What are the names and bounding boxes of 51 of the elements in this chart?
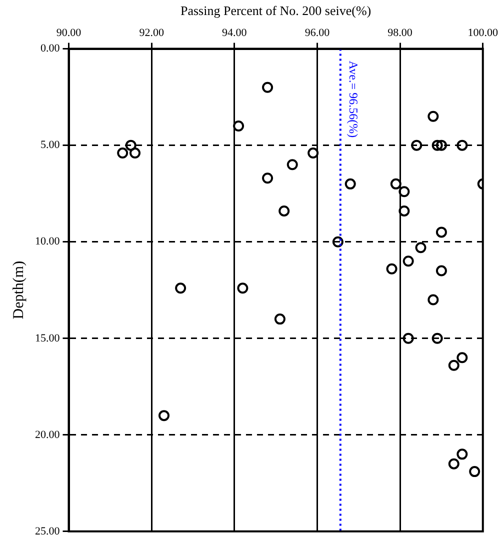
point [117, 148, 128, 159]
point [274, 314, 286, 325]
point [436, 226, 447, 238]
y-axis-title: Depth(m) [10, 260, 27, 320]
point [456, 352, 468, 364]
point [286, 159, 298, 170]
point [390, 178, 402, 190]
ref-line-label: Ave.= 96.56(%) [346, 60, 360, 138]
point [233, 120, 244, 132]
point [436, 265, 447, 276]
point [415, 242, 426, 254]
point [448, 360, 460, 371]
y-tick-label: 15.00 [35, 332, 60, 344]
x-tick-label: 92.00 [139, 27, 164, 40]
point [428, 294, 439, 306]
point [332, 236, 344, 248]
point [344, 178, 356, 190]
point [278, 205, 290, 216]
y-tick-label: 5.00 [40, 139, 60, 152]
point [432, 332, 443, 344]
point [428, 110, 439, 122]
x-tick-label: 96.00 [304, 27, 330, 40]
point [411, 140, 422, 151]
y-tick-label: 20.00 [35, 428, 60, 441]
point [237, 282, 248, 294]
x-tick-label: 98.00 [388, 27, 413, 40]
x-axis-title: Passing Percent of No. 200 seive(%) [180, 3, 372, 18]
point [262, 172, 274, 184]
x-tick-label: 100.00 [468, 27, 498, 40]
point [456, 448, 468, 460]
point [436, 140, 447, 151]
point [402, 256, 414, 267]
point [402, 332, 414, 344]
y-tick-label: 0.00 [40, 42, 60, 55]
point [125, 140, 136, 151]
point [398, 205, 410, 216]
point [386, 263, 398, 274]
point [175, 282, 186, 294]
point [432, 140, 443, 151]
y-tick-label: 10.00 [35, 236, 60, 248]
y-tick-label: 25.00 [35, 525, 60, 538]
point [456, 140, 468, 151]
x-tick-label: 90.00 [56, 27, 82, 40]
point [158, 410, 170, 422]
point [448, 458, 460, 470]
point [398, 186, 410, 198]
point [130, 148, 141, 159]
x-tick-label: 94.00 [222, 27, 248, 40]
point [469, 466, 480, 478]
point [308, 148, 319, 159]
point [262, 82, 274, 93]
